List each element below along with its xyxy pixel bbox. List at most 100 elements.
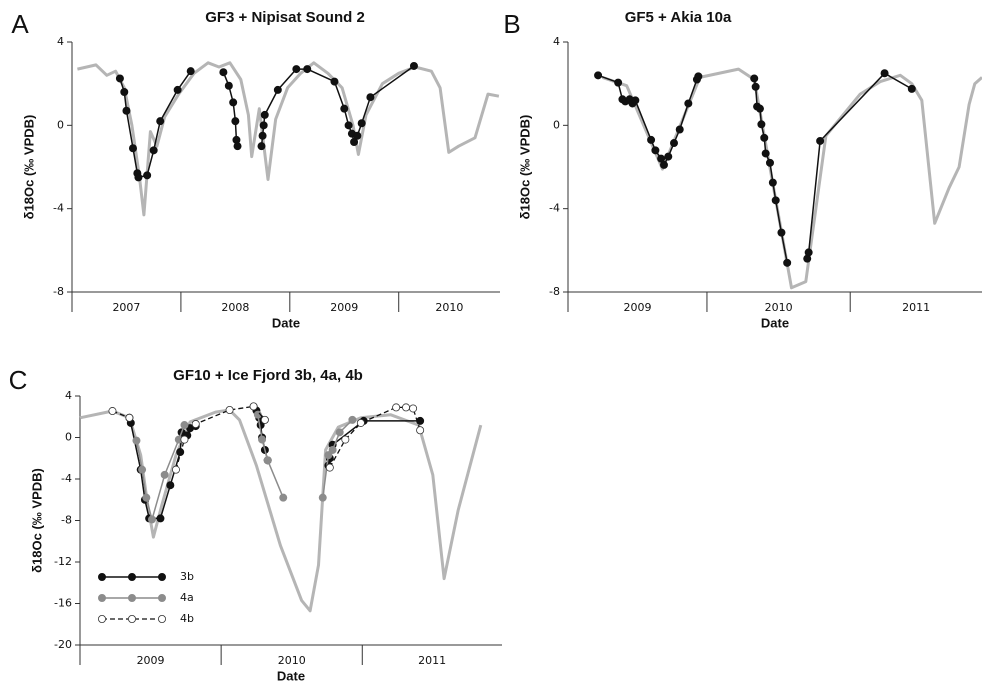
data-point xyxy=(191,420,200,429)
data-point xyxy=(263,456,272,465)
data-point xyxy=(675,125,684,134)
data-point xyxy=(356,418,365,427)
x-tick-label: 2008 xyxy=(221,301,249,314)
data-point xyxy=(768,178,777,187)
data-point xyxy=(128,144,137,153)
y-tick-label: -8 xyxy=(61,514,72,527)
series-line xyxy=(79,408,483,613)
y-tick-label: -8 xyxy=(549,285,560,298)
data-point xyxy=(292,65,301,74)
data-point xyxy=(225,406,234,415)
data-point xyxy=(147,515,156,524)
data-point xyxy=(260,415,269,424)
data-point xyxy=(160,470,169,479)
x-tick-label: 2010 xyxy=(278,654,306,667)
data-point xyxy=(647,135,656,144)
data-point xyxy=(816,136,825,145)
legend-marker xyxy=(127,594,136,603)
data-point xyxy=(125,413,134,422)
data-point xyxy=(416,426,425,435)
data-point xyxy=(761,149,770,158)
panel-label: C xyxy=(9,365,28,395)
data-point xyxy=(760,133,769,142)
data-point xyxy=(149,146,158,155)
data-point xyxy=(258,131,267,140)
data-point xyxy=(777,228,786,237)
data-point xyxy=(348,415,357,424)
data-point xyxy=(279,493,288,502)
x-tick-label: 2009 xyxy=(623,301,651,314)
y-tick-label: 4 xyxy=(65,389,72,402)
data-point xyxy=(186,67,195,76)
data-point xyxy=(366,93,375,102)
data-point xyxy=(755,104,764,113)
data-point xyxy=(907,84,916,93)
legend-marker xyxy=(98,615,107,624)
data-point xyxy=(257,142,266,151)
data-point xyxy=(409,404,418,413)
legend-marker xyxy=(98,573,107,582)
panel-label: A xyxy=(11,9,29,39)
data-point xyxy=(614,78,623,87)
legend-marker xyxy=(157,615,166,624)
data-point xyxy=(260,110,269,119)
data-point xyxy=(156,117,165,126)
x-tick-label: 2007 xyxy=(112,301,140,314)
y-tick-label: 4 xyxy=(57,35,64,48)
data-point xyxy=(171,465,180,474)
data-point xyxy=(750,74,759,83)
y-tick-label: 0 xyxy=(57,118,64,131)
y-tick-label: 0 xyxy=(65,431,72,444)
data-point xyxy=(631,96,640,105)
data-point xyxy=(335,428,344,437)
data-point xyxy=(249,402,258,411)
data-point xyxy=(670,139,679,148)
data-point xyxy=(325,463,334,472)
panel-label: B xyxy=(503,9,520,39)
data-point xyxy=(771,196,780,205)
data-point xyxy=(341,435,350,444)
chart-title: GF10 + Ice Fjord 3b, 4a, 4b xyxy=(173,367,363,384)
data-point xyxy=(142,493,151,502)
data-point xyxy=(233,142,242,151)
data-point xyxy=(392,403,401,412)
data-point xyxy=(765,158,774,167)
data-point xyxy=(402,403,411,412)
data-point xyxy=(751,82,760,91)
data-point xyxy=(166,481,175,490)
data-point xyxy=(180,421,189,430)
data-point xyxy=(783,258,792,267)
data-point xyxy=(324,451,333,460)
data-point xyxy=(409,61,418,70)
data-point xyxy=(259,121,268,130)
data-point xyxy=(594,71,603,80)
data-point xyxy=(229,98,238,107)
y-tick-label: -12 xyxy=(54,555,72,568)
data-point xyxy=(694,72,703,81)
data-point xyxy=(219,68,228,77)
data-point xyxy=(757,120,766,129)
x-tick-label: 2011 xyxy=(418,654,446,667)
data-point xyxy=(231,117,240,126)
data-point xyxy=(340,104,349,113)
y-axis-label: δ18Oc (‰ VPDB) xyxy=(29,468,44,573)
data-point xyxy=(122,106,131,115)
data-point xyxy=(120,88,129,97)
y-tick-label: -4 xyxy=(61,472,72,485)
legend-label: 3b xyxy=(180,570,194,583)
data-point xyxy=(303,65,312,74)
x-tick-label: 2010 xyxy=(435,301,463,314)
data-point xyxy=(344,121,353,130)
y-tick-label: 0 xyxy=(553,118,560,131)
y-tick-label: 4 xyxy=(553,35,560,48)
data-point xyxy=(180,435,189,444)
data-point xyxy=(804,248,813,257)
data-point xyxy=(350,137,359,146)
series-line xyxy=(597,72,913,263)
legend-marker xyxy=(157,573,166,582)
data-point xyxy=(143,171,152,180)
series-line xyxy=(77,61,500,217)
y-tick-label: -4 xyxy=(549,202,560,215)
data-point xyxy=(328,445,337,454)
